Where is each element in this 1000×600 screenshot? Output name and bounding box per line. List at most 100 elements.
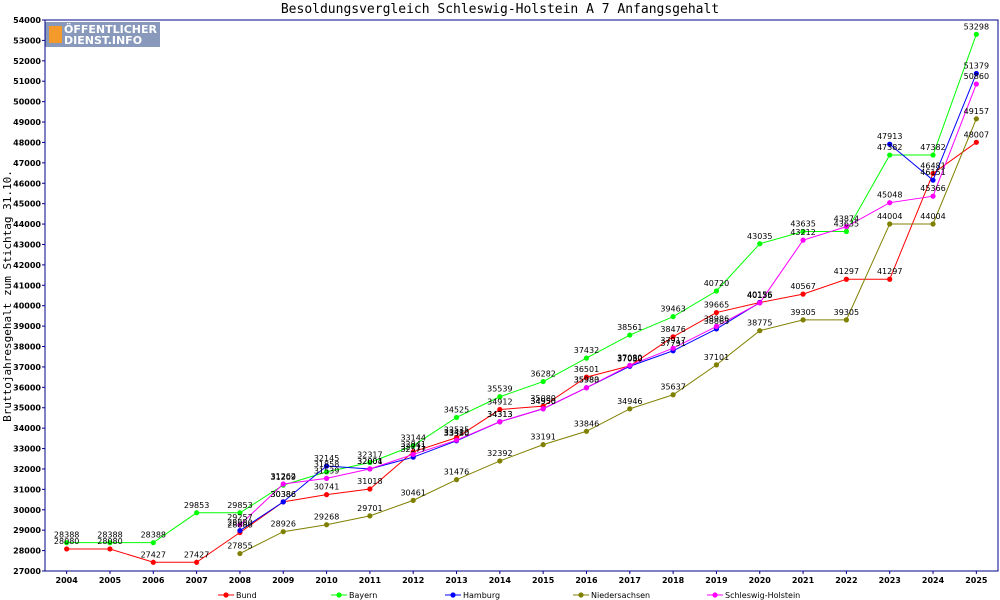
y-tick-label: 27000 bbox=[13, 567, 41, 576]
x-tick-label: 2022 bbox=[835, 576, 857, 585]
data-point-niedersachsen bbox=[367, 513, 373, 519]
data-label-niedersachsen: 32392 bbox=[487, 449, 512, 458]
series-schleswig-holstein bbox=[237, 81, 979, 528]
legend-item-bayern: Bayern bbox=[331, 591, 377, 600]
data-label-bund: 30386 bbox=[271, 490, 296, 499]
data-label-schleswig-holstein: 38986 bbox=[704, 314, 729, 323]
data-point-niedersachsen bbox=[410, 497, 416, 503]
data-label-niedersachsen: 30461 bbox=[400, 488, 425, 497]
data-label-bayern: 47382 bbox=[877, 143, 902, 152]
data-point-bayern bbox=[973, 31, 979, 37]
x-tick-label: 2023 bbox=[879, 576, 901, 585]
y-tick-label: 42000 bbox=[13, 261, 41, 270]
data-point-bayern bbox=[713, 288, 720, 294]
data-label-hamburg: 33380 bbox=[444, 429, 469, 438]
data-label-schleswig-holstein: 31262 bbox=[271, 472, 296, 481]
legend-marker bbox=[336, 592, 342, 598]
data-label-bayern: 29853 bbox=[227, 501, 252, 510]
data-label-bayern: 31858 bbox=[314, 460, 339, 469]
data-point-schleswig-holstein bbox=[887, 200, 893, 206]
legend-marker bbox=[578, 592, 584, 598]
y-tick-label: 29000 bbox=[13, 526, 41, 535]
data-label-bund: 41297 bbox=[834, 267, 859, 276]
legend-marker bbox=[223, 592, 229, 598]
data-point-bayern bbox=[887, 152, 893, 158]
data-label-hamburg: 32577 bbox=[400, 445, 425, 454]
x-tick-label: 2016 bbox=[575, 576, 598, 585]
data-point-schleswig-holstein bbox=[627, 362, 633, 368]
x-axis: 2004 2005 2006 2007 2008 2009 2010 2011 2012 2013… bbox=[56, 571, 988, 585]
data-label-bund: 38476 bbox=[660, 325, 685, 334]
data-point-niedersachsen bbox=[713, 362, 720, 368]
y-tick-label: 53000 bbox=[13, 36, 41, 45]
data-label-bayern: 39463 bbox=[660, 305, 685, 314]
y-tick-label: 36000 bbox=[13, 383, 41, 392]
x-tick-label: 2017 bbox=[619, 576, 641, 585]
data-label-schleswig-holstein: 37917 bbox=[660, 336, 685, 345]
data-label-niedersachsen: 38775 bbox=[747, 319, 772, 328]
data-label-hamburg: 37791 bbox=[660, 339, 685, 348]
y-tick-label: 34000 bbox=[13, 424, 41, 433]
series-bayern bbox=[64, 31, 979, 546]
data-point-bayern bbox=[540, 378, 546, 385]
data-label-bund: 41297 bbox=[877, 267, 902, 276]
data-label-hamburg: 38863 bbox=[704, 317, 729, 326]
data-point-schleswig-holstein bbox=[323, 475, 330, 481]
data-label-hamburg: 51379 bbox=[964, 61, 989, 70]
y-tick-label: 35000 bbox=[13, 404, 41, 413]
legend-label: Bayern bbox=[349, 591, 377, 600]
data-label-bund: 33535 bbox=[444, 426, 469, 435]
y-tick-label: 32000 bbox=[13, 465, 41, 474]
data-label-bayern: 47382 bbox=[920, 143, 945, 152]
y-tick-label: 37000 bbox=[13, 363, 41, 372]
x-tick-label: 2025 bbox=[965, 576, 988, 585]
data-point-schleswig-holstein bbox=[497, 419, 503, 425]
data-point-niedersachsen bbox=[887, 221, 893, 227]
data-label-schleswig-holstein: 37080 bbox=[617, 353, 642, 362]
data-point-niedersachsen bbox=[323, 522, 330, 528]
data-label-bayern: 53298 bbox=[964, 22, 989, 31]
y-tick-label: 45000 bbox=[13, 200, 41, 209]
data-point-hamburg bbox=[323, 463, 330, 469]
data-point-bayern bbox=[150, 540, 156, 546]
x-tick-label: 2005 bbox=[99, 576, 122, 585]
series-line-schleswig-holstein bbox=[239, 83, 977, 526]
legend-marker bbox=[450, 592, 456, 598]
y-tick-label: 40000 bbox=[13, 302, 41, 311]
data-point-bayern bbox=[107, 540, 113, 546]
data-point-bayern bbox=[410, 443, 416, 449]
data-label-bund: 36501 bbox=[574, 365, 599, 374]
data-label-schleswig-holstein: 43874 bbox=[834, 215, 859, 224]
legend-label: Schleswig-Holstein bbox=[725, 591, 800, 600]
data-point-niedersachsen bbox=[453, 477, 460, 483]
y-tick-label: 54000 bbox=[13, 16, 41, 25]
data-label-bund: 30741 bbox=[314, 483, 339, 492]
data-label-schleswig-holstein: 45366 bbox=[920, 184, 945, 193]
data-label-schleswig-holstein: 32004 bbox=[357, 457, 382, 466]
data-point-hamburg bbox=[237, 527, 243, 534]
data-point-schleswig-holstein bbox=[757, 300, 763, 306]
data-label-niedersachsen: 37101 bbox=[704, 353, 729, 362]
data-label-bayern: 33144 bbox=[400, 434, 425, 443]
x-tick-label: 2009 bbox=[272, 576, 295, 585]
x-tick-label: 2012 bbox=[402, 576, 424, 585]
logo-mark-icon bbox=[49, 26, 62, 43]
x-tick-label: 2008 bbox=[229, 576, 252, 585]
data-label-schleswig-holstein: 43212 bbox=[790, 228, 815, 237]
data-point-niedersachsen bbox=[627, 406, 633, 412]
data-point-schleswig-holstein bbox=[800, 237, 806, 243]
y-tick-label: 33000 bbox=[13, 445, 41, 454]
data-point-bayern bbox=[670, 314, 676, 320]
chart-title: Besoldungsvergleich Schleswig-Holstein A… bbox=[281, 2, 719, 17]
y-tick-label: 38000 bbox=[13, 343, 41, 352]
data-label-bund: 48007 bbox=[964, 130, 989, 139]
data-label-bund: 27427 bbox=[141, 550, 166, 559]
data-point-niedersachsen bbox=[540, 442, 546, 448]
data-point-bund bbox=[930, 170, 936, 177]
data-label-bayern: 35539 bbox=[487, 385, 512, 394]
data-point-schleswig-holstein bbox=[540, 406, 546, 412]
data-point-bayern bbox=[194, 510, 200, 516]
x-tick-label: 2019 bbox=[705, 576, 728, 585]
y-tick-label: 44000 bbox=[13, 220, 41, 229]
data-point-schleswig-holstein bbox=[280, 481, 286, 487]
